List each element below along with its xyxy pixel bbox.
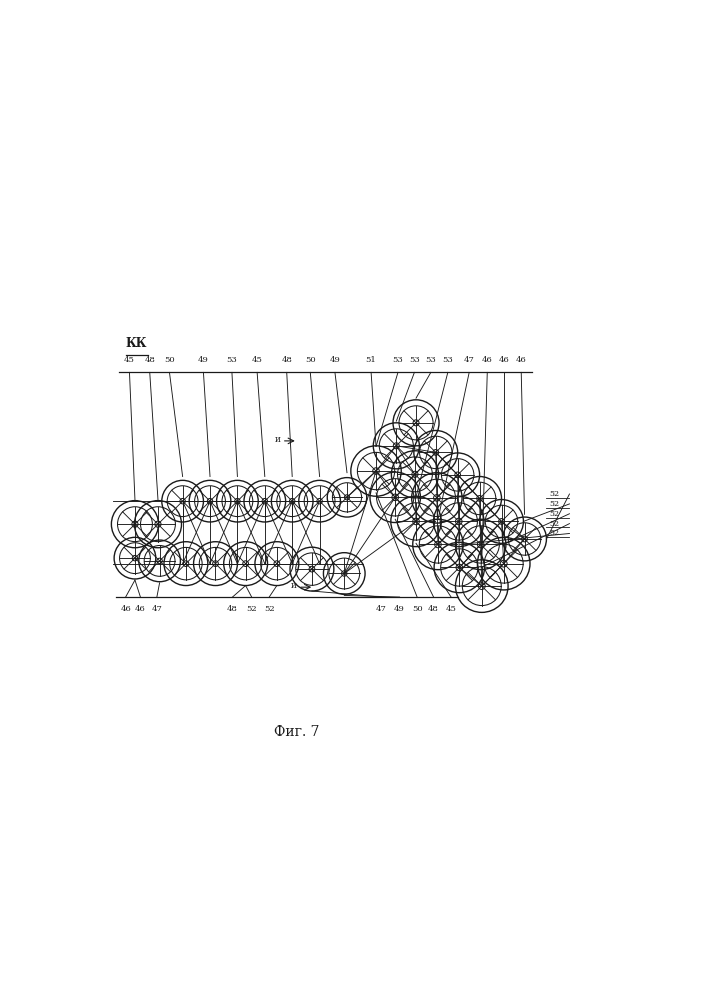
Text: 49: 49 [395, 605, 405, 613]
Text: и: и [274, 435, 281, 444]
Text: 46: 46 [120, 605, 131, 613]
Text: 52: 52 [549, 520, 559, 528]
Text: 53: 53 [443, 356, 453, 364]
Text: 48: 48 [281, 356, 292, 364]
Text: 46: 46 [516, 356, 527, 364]
Text: 52: 52 [549, 529, 559, 537]
Text: 49: 49 [329, 356, 340, 364]
Text: 49: 49 [198, 356, 209, 364]
Text: и: и [291, 581, 297, 590]
Text: 48: 48 [144, 356, 155, 364]
Text: КК: КК [126, 337, 147, 350]
Text: 45: 45 [252, 356, 262, 364]
Text: 52: 52 [246, 605, 257, 613]
Text: 45: 45 [445, 605, 457, 613]
Text: 52: 52 [549, 500, 559, 508]
Text: 52: 52 [549, 510, 559, 518]
Text: 46: 46 [498, 356, 509, 364]
Text: 48: 48 [227, 605, 238, 613]
Text: 45: 45 [124, 356, 135, 364]
Text: 47: 47 [376, 605, 387, 613]
Text: 46: 46 [135, 605, 146, 613]
Text: Фиг. 7: Фиг. 7 [274, 725, 320, 739]
Text: 46: 46 [482, 356, 493, 364]
Text: 48: 48 [428, 605, 439, 613]
Text: 53: 53 [426, 356, 436, 364]
Text: 52: 52 [549, 490, 559, 498]
Text: 53: 53 [409, 356, 420, 364]
Text: 51: 51 [366, 356, 377, 364]
Text: 53: 53 [226, 356, 238, 364]
Text: 53: 53 [392, 356, 403, 364]
Text: 47: 47 [464, 356, 474, 364]
Text: 50: 50 [305, 356, 315, 364]
Text: 50: 50 [411, 605, 423, 613]
Text: 47: 47 [151, 605, 163, 613]
Text: 50: 50 [164, 356, 175, 364]
Text: 52: 52 [264, 605, 274, 613]
